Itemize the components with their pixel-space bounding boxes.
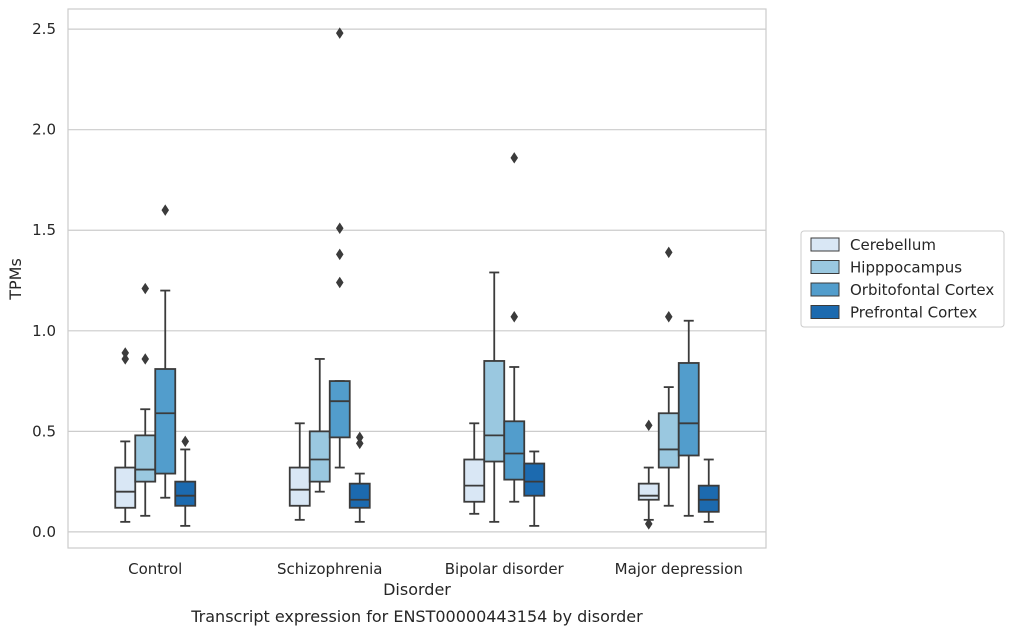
- box-body: [637, 482, 660, 501]
- x-axis-ticks: Control Schizophrenia Bipolar disorder Majo…: [128, 560, 743, 578]
- x-tick-label: Schizophrenia: [277, 560, 382, 578]
- outlier-point: [644, 419, 653, 432]
- box-3-0: [637, 419, 660, 530]
- box-3-2: [677, 319, 700, 517]
- outlier-point: [355, 431, 364, 444]
- box-body: [348, 482, 371, 509]
- outlier-point: [121, 353, 130, 365]
- box-2-1: [483, 271, 506, 523]
- plot-area: [67, 8, 767, 549]
- box-3-1: [657, 246, 680, 507]
- legend-label: Orbitofontal Cortex: [850, 281, 994, 299]
- box-body: [134, 434, 157, 483]
- outlier-point: [335, 27, 344, 39]
- outlier-point: [141, 282, 150, 295]
- y-axis-title: TPMs: [6, 258, 25, 301]
- outlier-point: [141, 353, 150, 365]
- outlier-point: [335, 222, 344, 234]
- legend-swatch: [810, 282, 840, 297]
- outlier-point: [335, 248, 344, 261]
- y-tick-label: 1.0: [32, 322, 56, 340]
- x-tick-label: Control: [128, 560, 182, 578]
- y-tick-label: 2.0: [32, 121, 56, 139]
- legend-label: Hipppocampus: [850, 259, 962, 277]
- x-tick-label: Major depression: [615, 560, 743, 578]
- legend-swatch: [810, 305, 840, 319]
- outlier-point: [664, 246, 673, 259]
- box-body: [697, 484, 720, 513]
- box-1-0: [288, 422, 311, 521]
- box-body: [483, 360, 506, 463]
- legend-label: Cerebellum: [850, 236, 936, 254]
- legend-label: Prefrontal Cortex: [850, 304, 977, 322]
- y-axis-ticks: 0.0 0.5 1.0 1.5 2.0 2.5: [32, 20, 56, 541]
- box-0-0: [114, 347, 137, 523]
- box-1-3: [348, 431, 371, 523]
- y-tick-label: 0.0: [32, 523, 56, 541]
- box-body: [677, 362, 700, 457]
- box-0-2: [154, 204, 177, 499]
- box-body: [463, 458, 486, 503]
- outlier-point: [510, 310, 519, 323]
- legend-frame: [800, 230, 1005, 328]
- legend-swatch: [810, 237, 840, 252]
- y-tick-label: 2.5: [32, 20, 56, 38]
- outlier-point: [161, 204, 170, 216]
- box-body: [523, 462, 546, 497]
- box-body: [114, 466, 137, 509]
- outlier-point: [644, 518, 653, 530]
- x-tick-label: Bipolar disorder: [445, 560, 565, 578]
- chart-caption: Transcript expression for ENST0000044315…: [190, 607, 643, 626]
- box-body: [154, 368, 177, 475]
- box-2-0: [463, 422, 486, 515]
- box-body: [308, 430, 331, 483]
- legend-swatch: [810, 260, 840, 274]
- gridlines: [68, 28, 766, 533]
- outlier-point: [355, 437, 364, 450]
- box-body: [288, 466, 311, 507]
- outlier-point: [335, 276, 344, 289]
- box-body: [328, 380, 351, 439]
- box-2-2: [503, 152, 526, 503]
- box-body: [657, 412, 680, 469]
- x-axis-title: Disorder: [383, 580, 451, 599]
- box-0-1: [134, 282, 157, 517]
- box-3-3: [697, 458, 720, 523]
- outlier-point: [121, 347, 130, 359]
- outlier-point: [664, 310, 673, 323]
- y-tick-label: 1.5: [32, 221, 56, 239]
- box-body: [174, 480, 197, 507]
- box-body: [503, 420, 526, 481]
- outlier-point: [510, 152, 519, 164]
- box-0-3: [174, 435, 197, 527]
- y-tick-label: 0.5: [32, 422, 56, 440]
- box-1-1: [308, 358, 331, 493]
- outlier-point: [181, 435, 190, 448]
- box-2-3: [523, 450, 546, 527]
- boxes: [114, 27, 720, 530]
- box-1-2: [328, 27, 351, 469]
- legend: Cerebellum Hipppocampus Orbitofontal Corte…: [800, 230, 1005, 328]
